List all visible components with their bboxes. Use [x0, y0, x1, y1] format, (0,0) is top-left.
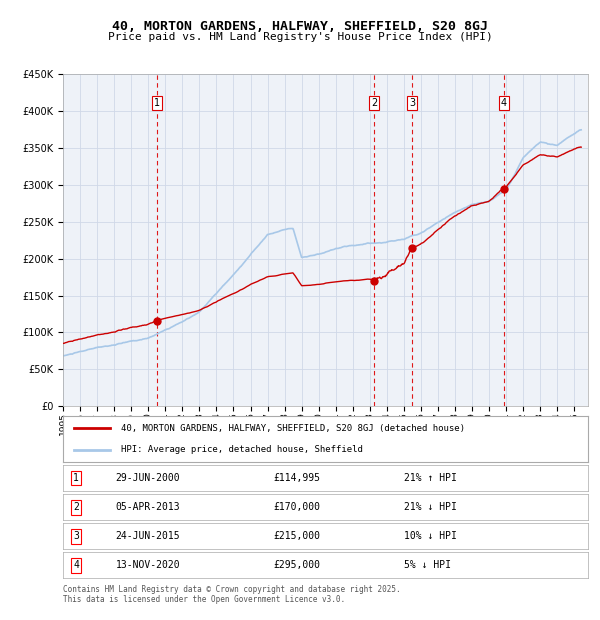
Text: 5% ↓ HPI: 5% ↓ HPI [404, 560, 451, 570]
Text: £114,995: £114,995 [273, 473, 320, 483]
Text: 05-APR-2013: 05-APR-2013 [115, 502, 180, 512]
Text: 21% ↓ HPI: 21% ↓ HPI [404, 502, 457, 512]
Text: £170,000: £170,000 [273, 502, 320, 512]
Text: Contains HM Land Registry data © Crown copyright and database right 2025.
This d: Contains HM Land Registry data © Crown c… [63, 585, 401, 604]
Text: 1: 1 [154, 97, 160, 108]
Text: £295,000: £295,000 [273, 560, 320, 570]
Text: 3: 3 [73, 531, 79, 541]
Text: 2: 2 [73, 502, 79, 512]
Text: 1: 1 [73, 473, 79, 483]
Text: £215,000: £215,000 [273, 531, 320, 541]
Text: 29-JUN-2000: 29-JUN-2000 [115, 473, 180, 483]
Text: 10% ↓ HPI: 10% ↓ HPI [404, 531, 457, 541]
Text: HPI: Average price, detached house, Sheffield: HPI: Average price, detached house, Shef… [121, 445, 362, 454]
Text: Price paid vs. HM Land Registry's House Price Index (HPI): Price paid vs. HM Land Registry's House … [107, 32, 493, 42]
Text: 13-NOV-2020: 13-NOV-2020 [115, 560, 180, 570]
Text: 2: 2 [371, 97, 377, 108]
Text: 4: 4 [501, 97, 507, 108]
Text: 4: 4 [73, 560, 79, 570]
Text: 40, MORTON GARDENS, HALFWAY, SHEFFIELD, S20 8GJ: 40, MORTON GARDENS, HALFWAY, SHEFFIELD, … [112, 20, 488, 33]
Text: 40, MORTON GARDENS, HALFWAY, SHEFFIELD, S20 8GJ (detached house): 40, MORTON GARDENS, HALFWAY, SHEFFIELD, … [121, 424, 465, 433]
Text: 3: 3 [409, 97, 415, 108]
Text: 21% ↑ HPI: 21% ↑ HPI [404, 473, 457, 483]
Text: 24-JUN-2015: 24-JUN-2015 [115, 531, 180, 541]
